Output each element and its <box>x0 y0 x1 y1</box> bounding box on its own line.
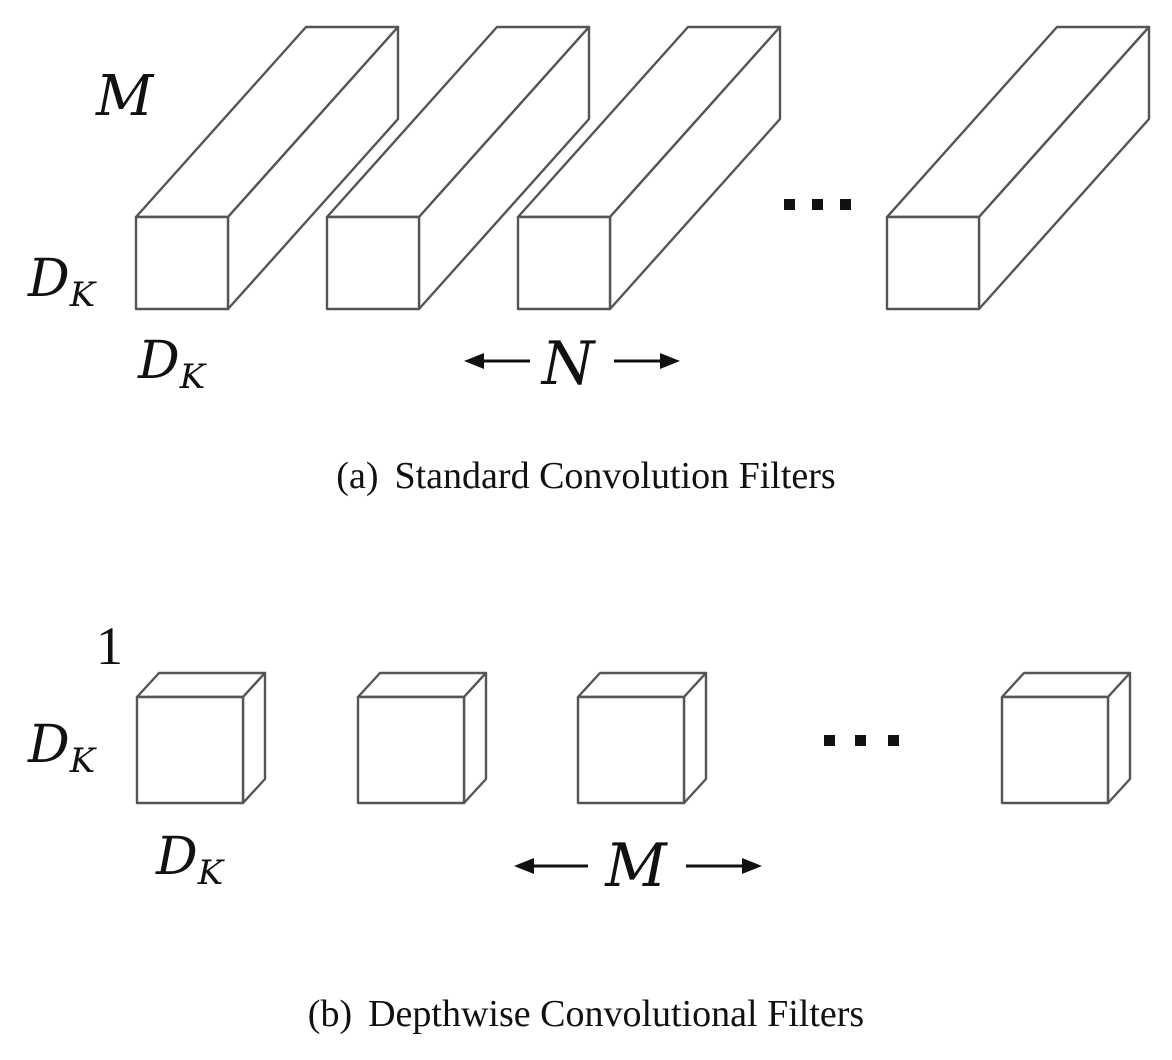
height-label-dk-b: DK <box>27 715 98 781</box>
count-label-m: M <box>604 831 668 901</box>
width-label-dk-b: DK <box>155 827 226 893</box>
depthwise-filter-box <box>576 671 708 805</box>
caption-b-tag: (b) <box>308 993 352 1035</box>
count-arrow-n: N <box>464 329 680 399</box>
caption-a-text: Standard Convolution Filters <box>394 455 835 497</box>
standard-filter-box <box>516 25 782 311</box>
count-arrow-m: M <box>514 831 762 901</box>
caption-a: (a) Standard Convolution Filters <box>336 455 835 497</box>
depthwise-filter-box <box>1000 671 1132 805</box>
standard-filter-box <box>134 25 400 311</box>
depthwise-filter-box <box>356 671 488 805</box>
ellipsis-b <box>824 735 899 746</box>
depth-label-m: M <box>95 64 155 129</box>
panel-b: 1 DK DK M (b) Depthwise Convolutional Fil… <box>27 616 1132 1035</box>
standard-filter-box <box>325 25 591 311</box>
caption-b-text: Depthwise Convolutional Filters <box>368 993 864 1035</box>
caption-a-tag: (a) <box>336 455 378 497</box>
depth-label-one: 1 <box>96 616 123 676</box>
ellipsis-a <box>784 199 851 210</box>
standard-filter-box <box>885 25 1151 311</box>
caption-b: (b) Depthwise Convolutional Filters <box>308 993 864 1035</box>
width-label-dk-a: DK <box>137 331 208 397</box>
count-label-n: N <box>540 329 597 399</box>
depthwise-filter-boxes <box>135 671 1132 805</box>
standard-filter-boxes <box>134 25 1151 311</box>
panel-a: M DK DK N (a) Standard Convolution Filter… <box>27 25 1151 497</box>
depthwise-filter-box <box>135 671 267 805</box>
height-label-dk-a: DK <box>27 249 98 315</box>
